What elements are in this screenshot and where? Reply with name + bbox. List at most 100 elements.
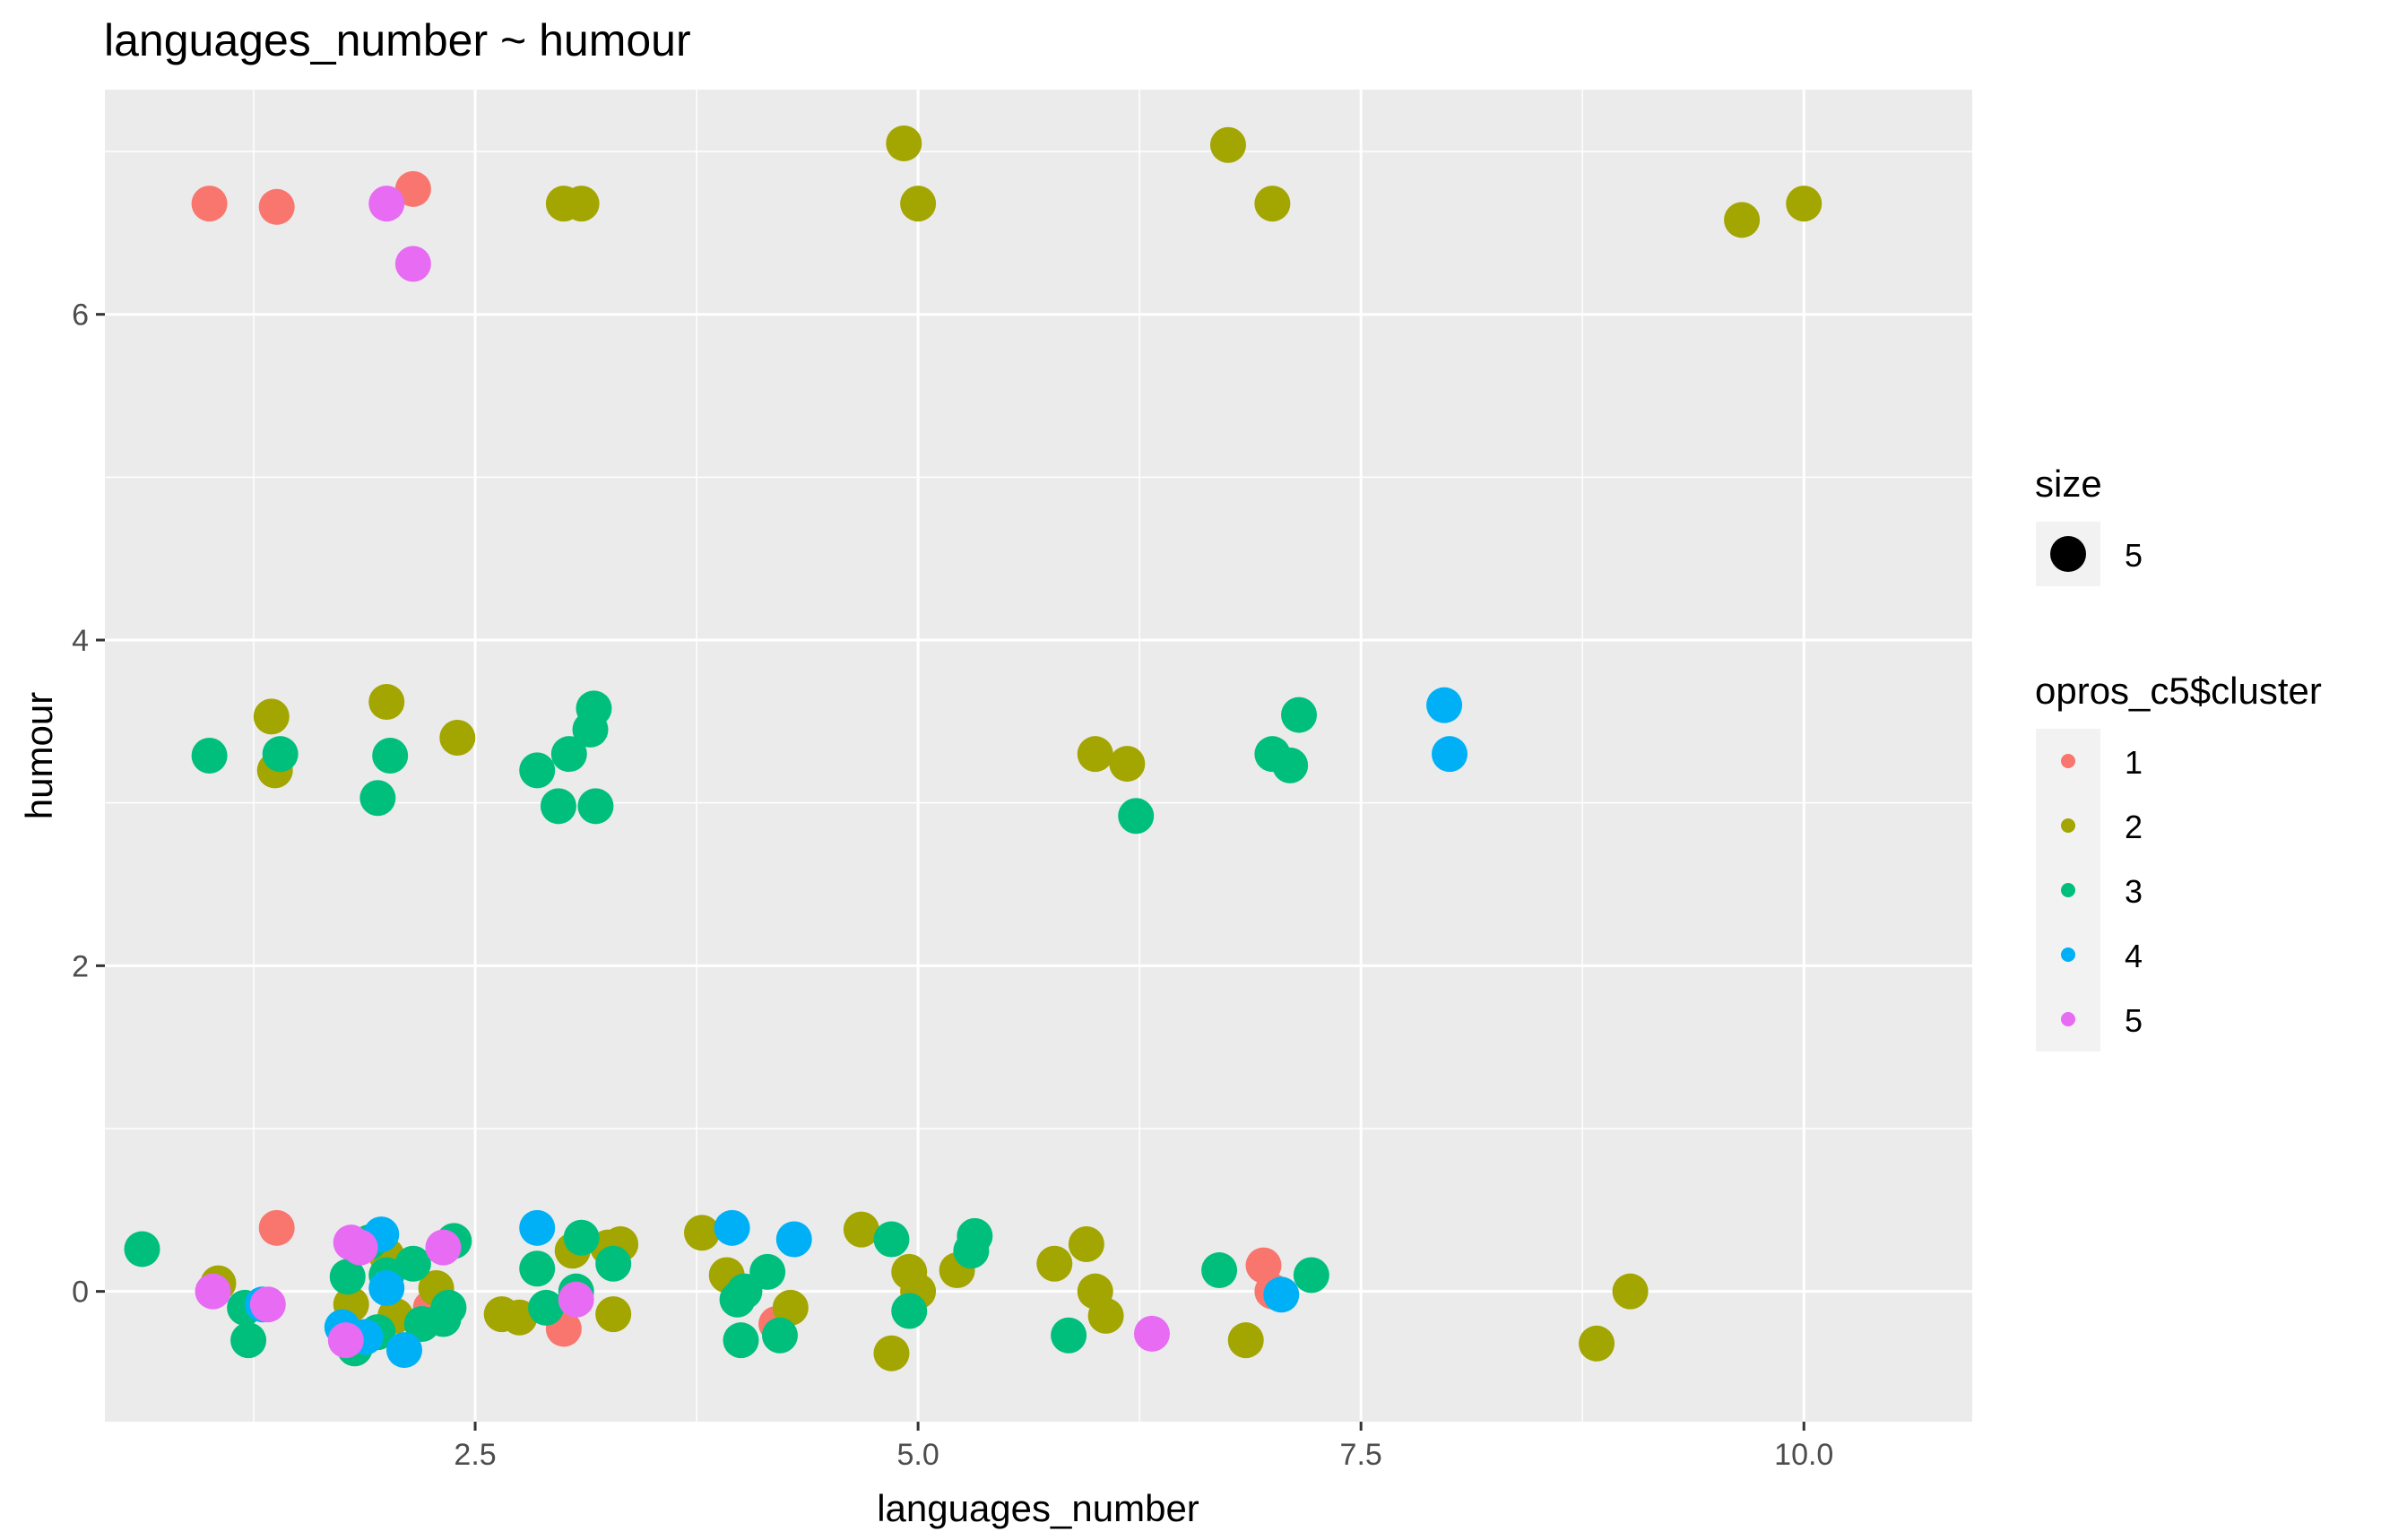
data-point-cluster-5 <box>368 186 405 222</box>
data-point-cluster-4 <box>714 1209 750 1246</box>
color-legend-entries: 1 2 3 4 5 <box>2036 729 2143 1051</box>
data-point-cluster-3 <box>540 788 576 825</box>
chart-title: languages_number ~ humour <box>104 15 691 65</box>
data-point-cluster-2 <box>1579 1325 1615 1362</box>
x-tick-label: 7.5 <box>1340 1438 1382 1472</box>
data-point-cluster-2 <box>1786 186 1823 222</box>
data-point-cluster-3 <box>262 736 299 773</box>
color-legend-marker <box>2061 1012 2075 1026</box>
color-legend-label: 2 <box>2125 809 2143 845</box>
data-point-cluster-2 <box>439 720 476 757</box>
size-legend-label: 5 <box>2125 537 2143 574</box>
data-point-cluster-3 <box>1293 1257 1329 1293</box>
data-point-cluster-3 <box>749 1253 786 1290</box>
data-point-cluster-2 <box>1068 1225 1104 1262</box>
data-point-cluster-4 <box>519 1209 556 1246</box>
data-point-cluster-3 <box>372 738 409 774</box>
data-point-cluster-2 <box>563 186 600 222</box>
x-tick-label: 5.0 <box>896 1438 939 1472</box>
data-point-cluster-5 <box>394 246 431 282</box>
data-point-cluster-3 <box>873 1221 910 1258</box>
data-point-cluster-3 <box>430 1289 467 1326</box>
data-point-cluster-2 <box>843 1211 879 1248</box>
y-tick-label: 4 <box>72 624 89 658</box>
data-point-cluster-2 <box>1724 202 1761 238</box>
y-tick-label: 0 <box>72 1276 89 1310</box>
color-legend-marker <box>2061 883 2075 897</box>
size-legend-title: size <box>2035 463 2102 505</box>
color-legend-label: 4 <box>2125 938 2143 974</box>
data-point-cluster-4 <box>1431 736 1468 773</box>
data-point-cluster-2 <box>873 1335 910 1371</box>
data-point-cluster-2 <box>900 186 937 222</box>
data-point-cluster-4 <box>368 1270 405 1307</box>
data-point-cluster-2 <box>1109 746 1146 783</box>
data-point-cluster-2 <box>1612 1273 1649 1310</box>
data-point-cluster-5 <box>558 1281 594 1318</box>
data-point-cluster-3 <box>761 1317 798 1354</box>
data-point-cluster-3 <box>891 1293 928 1329</box>
grid-major <box>105 90 1972 1422</box>
data-point-cluster-3 <box>191 738 228 774</box>
data-point-cluster-1 <box>394 170 431 207</box>
color-legend-label: 1 <box>2125 744 2143 781</box>
data-point-cluster-3 <box>1118 798 1155 835</box>
data-point-cluster-3 <box>359 780 396 817</box>
color-legend-marker <box>2061 947 2075 962</box>
data-point-cluster-4 <box>1263 1276 1300 1313</box>
data-point-cluster-5 <box>195 1273 231 1310</box>
data-point-cluster-3 <box>1272 747 1309 783</box>
data-point-cluster-3 <box>595 1245 632 1282</box>
data-point-cluster-2 <box>772 1289 809 1326</box>
data-point-cluster-1 <box>258 188 295 225</box>
data-point-cluster-3 <box>394 1245 431 1282</box>
color-legend-marker <box>2061 818 2075 833</box>
color-legend-label: 3 <box>2125 873 2143 910</box>
data-point-cluster-5 <box>249 1286 286 1323</box>
data-point-cluster-2 <box>886 125 922 161</box>
y-tick-label: 2 <box>72 949 89 983</box>
x-tick-label: 10.0 <box>1774 1438 1833 1472</box>
data-point-cluster-2 <box>368 684 405 721</box>
y-tick-label: 6 <box>72 298 89 333</box>
data-point-cluster-3 <box>519 1250 556 1287</box>
data-point-cluster-3 <box>723 1322 759 1359</box>
data-point-cluster-5 <box>425 1229 462 1266</box>
data-point-cluster-2 <box>595 1296 632 1333</box>
data-point-cluster-4 <box>1426 687 1463 723</box>
data-point-cluster-1 <box>191 186 228 222</box>
data-point-cluster-3 <box>1281 696 1318 733</box>
data-point-cluster-4 <box>775 1221 812 1258</box>
data-point-cluster-1 <box>258 1209 295 1246</box>
data-point-cluster-2 <box>1227 1322 1264 1359</box>
legend: size 5 opros_c5$cluster 1 2 3 4 5 <box>2035 463 2322 1051</box>
data-point-cluster-3 <box>1051 1317 1087 1354</box>
data-point-cluster-2 <box>1036 1245 1073 1282</box>
data-point-cluster-3 <box>563 1219 600 1256</box>
axes: 2.5 5.0 7.5 10.0 0 2 4 6 <box>72 298 1833 1472</box>
x-axis-label: languages_number <box>877 1487 1199 1529</box>
data-point-cluster-2 <box>1254 186 1291 222</box>
data-point-cluster-3 <box>519 752 556 789</box>
data-point-cluster-3 <box>1201 1252 1238 1289</box>
plot-panel <box>105 90 1972 1422</box>
data-point-cluster-2 <box>684 1215 721 1251</box>
data-point-cluster-3 <box>957 1217 993 1254</box>
data-point-cluster-3 <box>528 1289 565 1326</box>
data-point-cluster-3 <box>577 788 614 825</box>
data-point-cluster-2 <box>253 698 290 735</box>
data-point-cluster-3 <box>576 690 612 727</box>
data-point-cluster-2 <box>1087 1297 1124 1334</box>
x-tick-label: 2.5 <box>454 1438 496 1472</box>
color-legend-title: opros_c5$cluster <box>2035 670 2322 712</box>
data-point-cluster-5 <box>342 1229 378 1266</box>
data-point-cluster-4 <box>385 1332 422 1369</box>
size-legend-marker <box>2050 536 2086 572</box>
data-point-cluster-3 <box>550 736 587 773</box>
data-point-cluster-3 <box>124 1231 160 1267</box>
color-legend-label: 5 <box>2125 1002 2143 1039</box>
data-point-cluster-3 <box>329 1259 366 1295</box>
data-point-cluster-5 <box>1133 1315 1170 1352</box>
data-point-cluster-3 <box>230 1322 267 1359</box>
